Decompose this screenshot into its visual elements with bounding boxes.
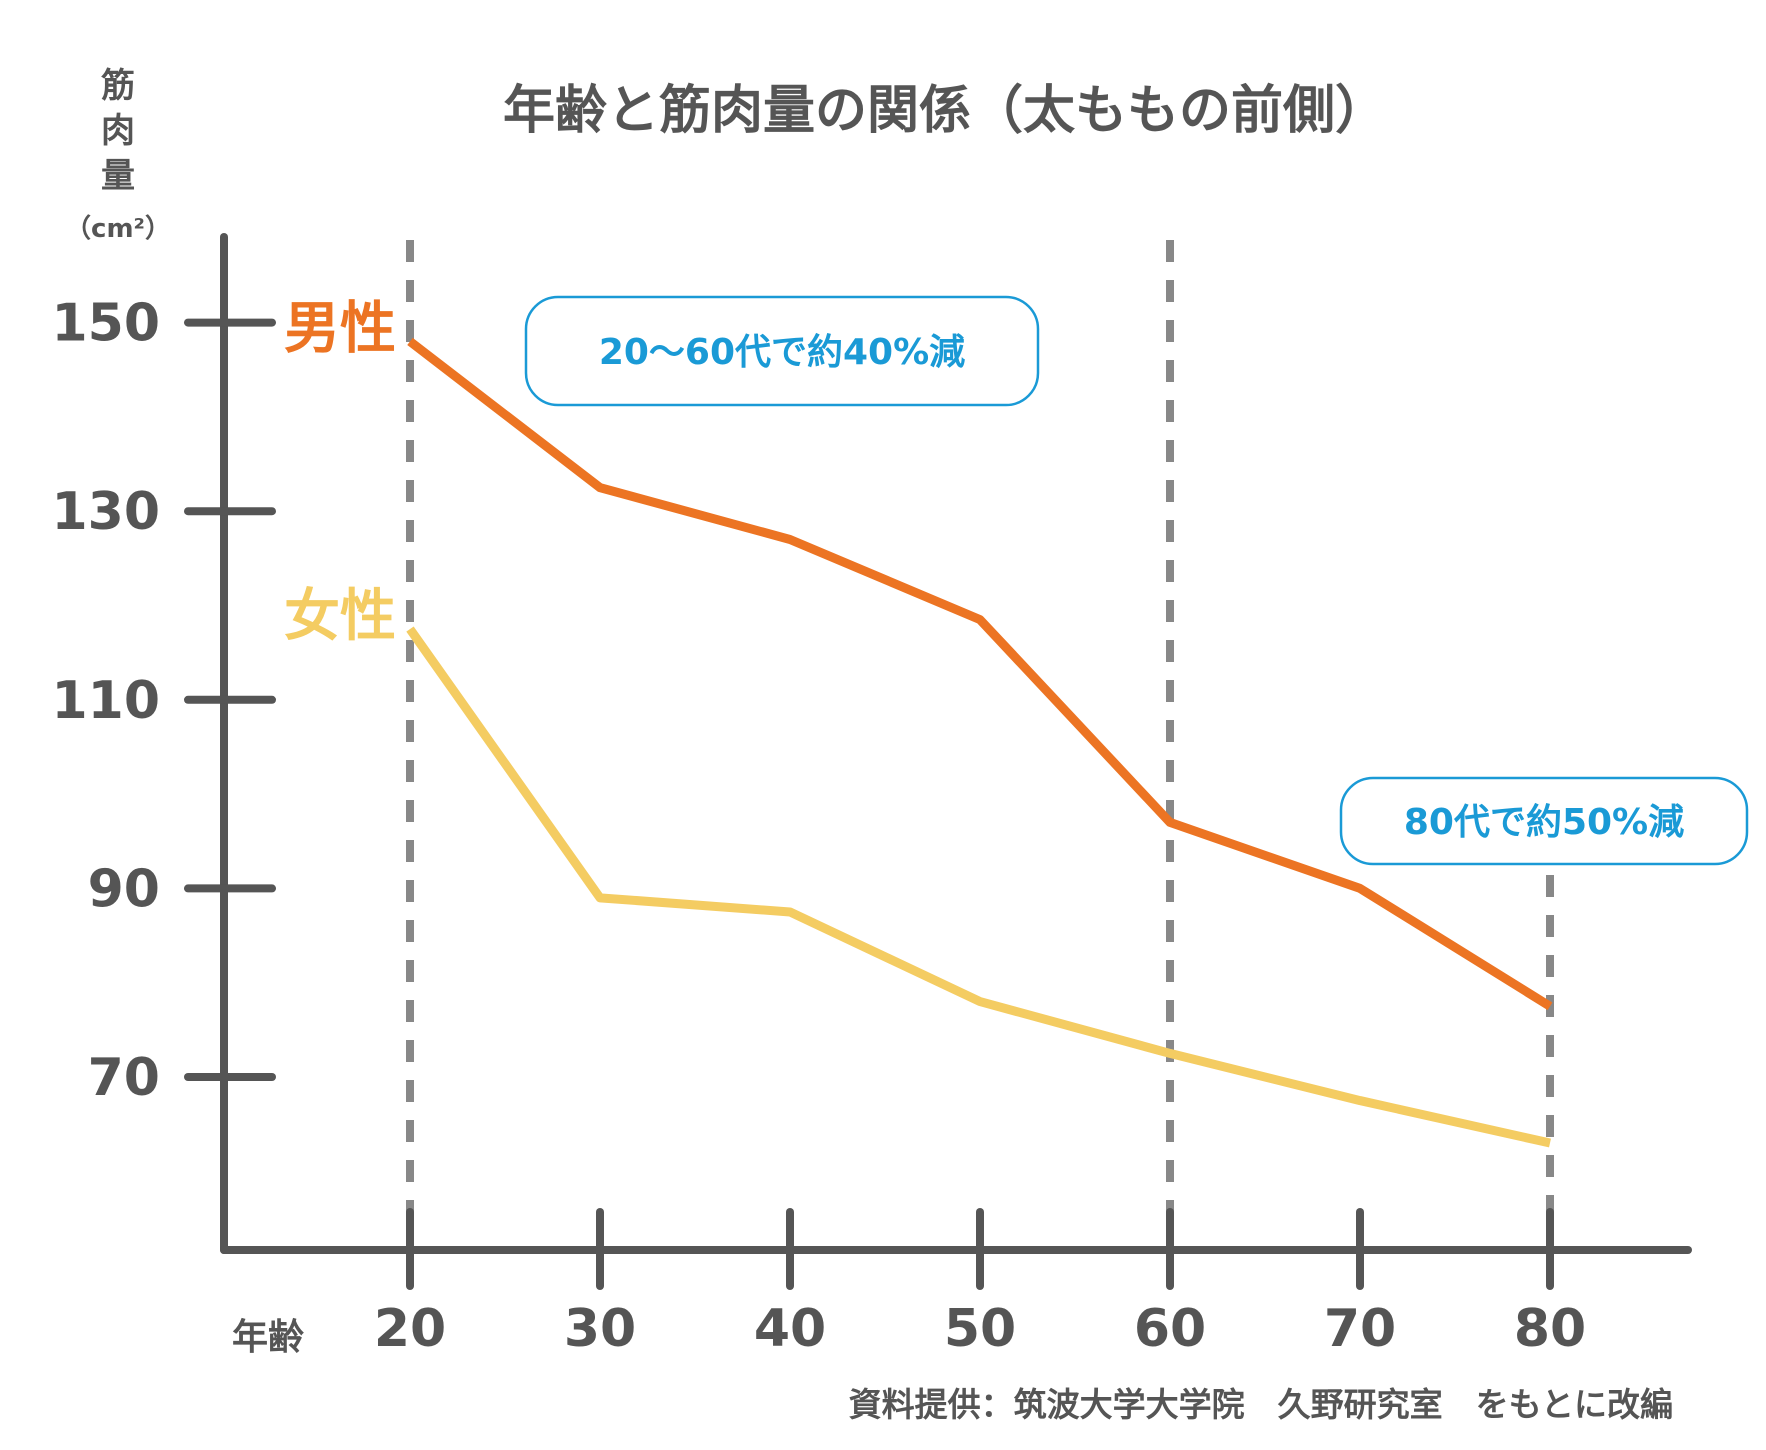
y-tick-label-130: 130 [51,482,160,542]
y-axis-label-2: 肉 [101,111,135,151]
series-line-0 [407,337,1553,1011]
x-tick-label-20: 20 [374,1299,446,1359]
annotation-1-box [524,295,1040,407]
y-axis-unit: （cm²） [65,214,171,244]
x-ticks: 20 30 40 50 60 70 80 [374,1208,1586,1359]
x-tick-label-40: 40 [754,1299,826,1359]
chart-title: 年齢と筋肉量の関係（太ももの前側） [503,81,1387,141]
x-tick-label-70: 70 [1324,1299,1396,1359]
annotation-1-text: 20～60代で約40%減 [599,332,965,373]
x-tick-label-50: 50 [944,1299,1016,1359]
series-label-0: 男性 [284,296,396,361]
annotation-2-text: 80代で約50%減 [1404,802,1684,843]
y-tick-label-70: 70 [88,1048,160,1108]
reference-lines [406,240,1554,1238]
annotation-1: 20～60代で約40%減 [524,295,1040,407]
annotation-2: 80代で約50%減 [1339,776,1749,866]
y-tick-label-90: 90 [88,859,160,919]
axes [220,233,1692,1254]
y-axis-label-3: 量 [101,156,135,196]
annotation-2-box [1339,776,1749,866]
x-tick-label-30: 30 [564,1299,636,1359]
y-ticks: 70 90 110 130 150 [51,294,276,1108]
series-line-1 [406,626,1551,1148]
y-tick-label-150: 150 [51,294,160,354]
x-axis-label: 年齢 [232,1317,304,1358]
x-tick-label-80: 80 [1514,1299,1586,1359]
y-tick-label-110: 110 [51,671,160,731]
series-label-1: 女性 [284,584,396,649]
source-note: 資料提供：筑波大学大学院 久野研究室 をもとに改編 [849,1385,1673,1424]
y-axis-label: 筋 肉 量 （cm²） [65,66,171,244]
x-tick-label-60: 60 [1134,1299,1206,1359]
y-axis-label-1: 筋 [101,66,135,106]
